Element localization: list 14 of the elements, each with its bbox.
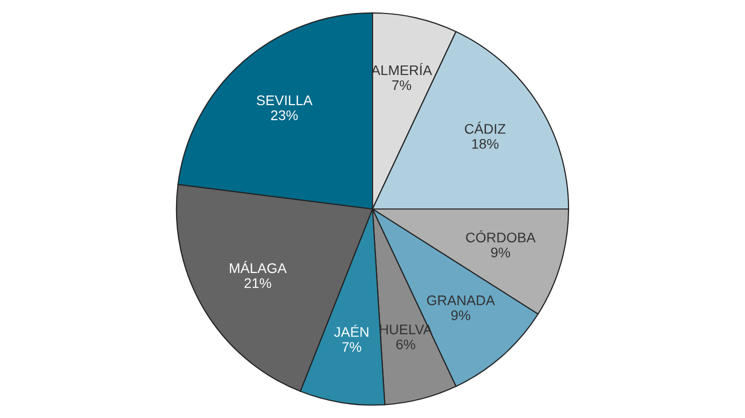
slice-label: GRANADA bbox=[427, 295, 495, 306]
slice-label: CÓRDOBA bbox=[466, 230, 536, 242]
slice-label: JAÉN bbox=[334, 324, 368, 337]
data-label: 23% bbox=[271, 110, 298, 120]
data-label: 6% bbox=[396, 340, 416, 350]
data-label: 18% bbox=[472, 138, 498, 149]
data-label: 9% bbox=[451, 310, 470, 320]
slice-label: CÁDIZ bbox=[464, 122, 506, 134]
slice-label: SEVILLA bbox=[256, 95, 312, 106]
data-label: 21% bbox=[244, 278, 272, 288]
data-label: 9% bbox=[491, 248, 510, 258]
slice-label: MÁLAGA bbox=[230, 260, 287, 274]
data-label: 7% bbox=[392, 80, 412, 90]
data-label: 7% bbox=[342, 342, 362, 352]
